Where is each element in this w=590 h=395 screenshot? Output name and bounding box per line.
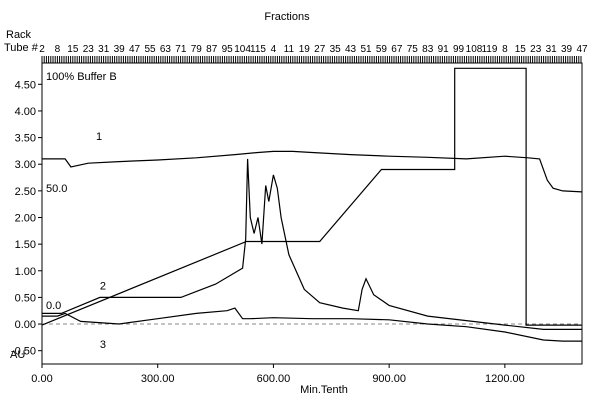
y-tick-label: 3.00: [15, 159, 36, 171]
tube-number: 67: [391, 44, 403, 55]
y-tick-label: 3.50: [15, 133, 36, 145]
tube-number: 47: [129, 44, 141, 55]
tube-number: 43: [345, 44, 357, 55]
tube-number: 15: [515, 44, 527, 55]
y-tick-label: 2.00: [15, 212, 36, 224]
top-axis-title: Fractions: [264, 11, 310, 23]
trace-2-line: [42, 158, 582, 330]
tube-number: 104: [234, 44, 251, 55]
tube-number: 59: [376, 44, 388, 55]
tube-number: 91: [438, 44, 450, 55]
tube-number: 8: [502, 44, 508, 55]
tube-number: 83: [422, 44, 434, 55]
y-tick-label: 1.00: [15, 266, 36, 278]
tube-number: 115: [250, 44, 266, 55]
tube-number: 47: [576, 44, 588, 55]
y-axis: 4.50 4.00 3.50 3.00 2.50 2.00 1.50 1.00 0.50 0.00…: [11, 79, 42, 358]
tube-number: 75: [407, 44, 419, 55]
tube-number: 87: [206, 44, 218, 55]
tube-number: 31: [546, 44, 558, 55]
trace-1-label: 1: [96, 131, 102, 143]
tube-number: 35: [330, 44, 342, 55]
tube-number: 4: [271, 44, 277, 55]
trace-3-line: [42, 307, 582, 342]
tube-number: 55: [144, 44, 156, 55]
x-tick-label: 600.00: [257, 373, 291, 385]
tube-number: 108: [466, 44, 483, 55]
tube-number: 27: [314, 44, 326, 55]
tube-label: Tube #: [4, 42, 39, 54]
x-tick-label: 300.00: [141, 373, 175, 385]
buffer-zero-annotation: 0.0: [46, 300, 61, 312]
trace-1-line: [42, 150, 583, 193]
tube-number: 63: [160, 44, 172, 55]
tube-number: 8: [55, 44, 61, 55]
tube-number: 51: [360, 44, 372, 55]
tube-number: 39: [114, 44, 126, 55]
y-tick-label: 2.50: [15, 186, 36, 198]
buffer-mid-annotation: 50.0: [46, 183, 67, 195]
tube-number: 95: [222, 44, 234, 55]
tube-number: 79: [191, 44, 203, 55]
tube-number: 31: [98, 44, 110, 55]
tube-number: 15: [67, 44, 79, 55]
y-tick-label: 1.50: [15, 239, 36, 251]
y-tick-label: 4.00: [15, 106, 36, 118]
trace-2-label: 2: [100, 280, 106, 292]
tube-number: 39: [561, 44, 573, 55]
buffer-b-annotation: 100% Buffer B: [46, 71, 117, 83]
y-tick-label: -0.50: [11, 346, 36, 358]
tube-number: 23: [83, 44, 95, 55]
trace-3-label: 3: [100, 339, 106, 351]
x-tick-label: 900.00: [372, 373, 406, 385]
y-tick-label: 0.00: [15, 319, 36, 331]
tube-number: 2: [39, 44, 45, 55]
x-axis-label: Min.Tenth: [300, 384, 348, 395]
tube-tick-marks: [41, 56, 582, 63]
y-tick-label: 0.50: [15, 292, 36, 304]
y-axis-label: AU: [10, 349, 25, 361]
tube-number: 23: [530, 44, 542, 55]
tube-number: 99: [453, 44, 465, 55]
tube-number: 11: [284, 44, 295, 55]
tube-numbers: 2 8 15 23 31 39 47 55 63 71 79 87 95 104 115 4 11 19 27 35 4…: [39, 44, 588, 55]
x-tick-label: 1200.00: [485, 373, 525, 385]
x-tick-label: 0.00: [31, 373, 52, 385]
gradient-buffer-b-line: [41, 67, 582, 326]
tube-number: 19: [299, 44, 311, 55]
tube-number: 119: [481, 44, 497, 55]
x-axis: 0.00 300.00 600.00 900.00 1200.00: [31, 364, 525, 385]
plot-frame: [41, 62, 583, 365]
tube-number: 71: [175, 44, 187, 55]
rack-label: Rack: [6, 29, 32, 41]
y-tick-label: 4.50: [15, 79, 36, 91]
